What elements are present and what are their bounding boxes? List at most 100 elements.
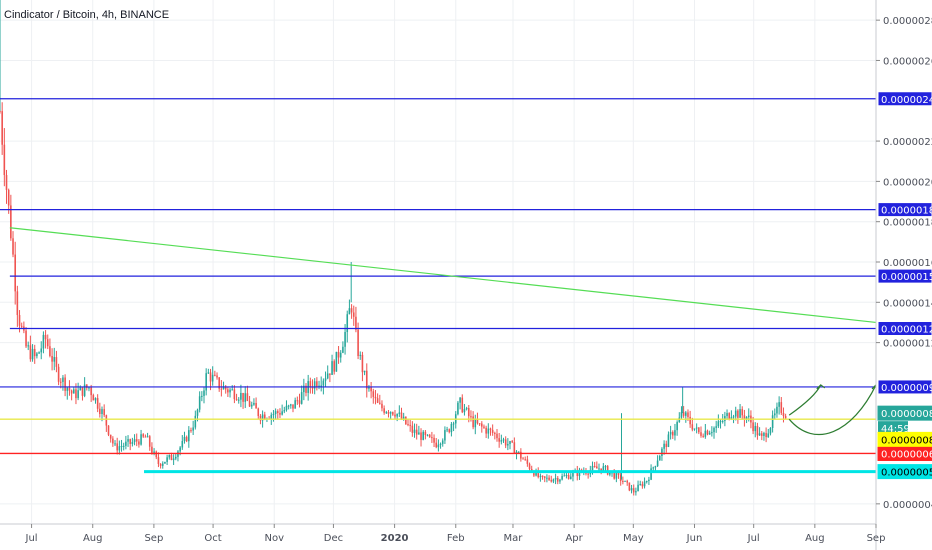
candle-body bbox=[470, 416, 472, 418]
candle-body bbox=[31, 348, 34, 360]
candle-body bbox=[116, 443, 118, 451]
candle-body bbox=[691, 424, 694, 430]
candle-body bbox=[747, 415, 750, 417]
candle-body bbox=[565, 474, 568, 476]
candle-body bbox=[663, 443, 665, 449]
candle-body bbox=[337, 351, 340, 358]
candle-body bbox=[40, 348, 43, 353]
candle-body bbox=[639, 484, 642, 486]
candle-body bbox=[10, 205, 12, 239]
candle-body bbox=[172, 458, 175, 461]
candle-body bbox=[654, 466, 657, 468]
candle-body bbox=[415, 429, 418, 435]
y-tick-label: 0.00000280 bbox=[883, 16, 932, 27]
candle-body bbox=[426, 434, 429, 436]
candle-body bbox=[68, 387, 71, 391]
candle-body bbox=[517, 451, 520, 453]
candle-body bbox=[99, 408, 101, 414]
candle-body bbox=[502, 439, 505, 441]
candle-body bbox=[96, 398, 99, 409]
candle-body bbox=[142, 434, 145, 437]
candle-body bbox=[203, 390, 205, 396]
candle-body bbox=[290, 404, 292, 406]
candle-body bbox=[648, 479, 650, 481]
candle-body bbox=[59, 381, 62, 383]
candle-body bbox=[771, 415, 774, 428]
candle-body bbox=[190, 430, 192, 432]
candle-body bbox=[622, 481, 624, 483]
candle-body bbox=[303, 385, 305, 393]
level-price-tag-bg bbox=[877, 268, 932, 284]
candle-body bbox=[717, 421, 720, 427]
candle-body bbox=[300, 392, 303, 404]
candle-body bbox=[695, 427, 698, 429]
candle-body bbox=[237, 399, 240, 401]
candle-body bbox=[170, 455, 173, 461]
candle-body bbox=[224, 386, 227, 390]
support-price-tag-bg bbox=[877, 464, 932, 480]
candle-body bbox=[355, 316, 357, 330]
candle-body bbox=[101, 409, 103, 414]
candle-body bbox=[259, 416, 262, 421]
candle-body bbox=[305, 385, 307, 393]
candle-body bbox=[0, 110, 1, 112]
candle-body bbox=[211, 374, 214, 382]
candle-body bbox=[72, 389, 75, 394]
candle-body bbox=[276, 411, 279, 413]
candle-body bbox=[713, 427, 715, 433]
candle-body bbox=[418, 432, 420, 435]
candle-body bbox=[120, 446, 123, 448]
candle-body bbox=[368, 386, 370, 389]
candle-body bbox=[318, 385, 320, 387]
candle-body bbox=[435, 442, 438, 448]
x-tick-label: Jun bbox=[686, 533, 703, 544]
candle-body bbox=[778, 402, 780, 407]
candle-body bbox=[129, 439, 132, 444]
candle-body bbox=[513, 442, 516, 454]
candle-body bbox=[344, 332, 346, 347]
candle-body bbox=[650, 468, 652, 480]
candle-body bbox=[138, 441, 140, 445]
candle-body bbox=[166, 457, 168, 462]
candle-body bbox=[567, 474, 570, 479]
candle-body bbox=[463, 409, 466, 413]
candle-body bbox=[144, 436, 147, 438]
candle-body bbox=[591, 465, 594, 471]
candle-body bbox=[342, 346, 344, 353]
candle-body bbox=[515, 451, 518, 454]
candle-body bbox=[88, 387, 90, 389]
candle-body bbox=[227, 389, 229, 393]
candle-body bbox=[326, 373, 329, 379]
candle-body bbox=[543, 476, 546, 478]
candle-body bbox=[70, 390, 73, 394]
candle-body bbox=[756, 425, 759, 436]
candle-body bbox=[704, 430, 707, 437]
candle-body bbox=[439, 443, 442, 445]
candle-body bbox=[335, 351, 338, 372]
candle-body bbox=[767, 433, 770, 438]
candle-body bbox=[235, 399, 238, 401]
candle-body bbox=[491, 429, 494, 433]
candle-body bbox=[702, 435, 704, 437]
level-price-tag: 0.00000127 bbox=[881, 325, 932, 336]
candle-body bbox=[765, 432, 767, 438]
candle-body bbox=[645, 480, 648, 482]
candle-body bbox=[520, 451, 522, 459]
candle-body bbox=[159, 463, 162, 466]
candle-body bbox=[760, 433, 763, 436]
candle-body bbox=[346, 314, 349, 333]
candle-body bbox=[784, 416, 787, 419]
candle-body bbox=[596, 466, 598, 469]
candle-body bbox=[550, 479, 553, 482]
candle-body bbox=[385, 412, 388, 414]
candle-body bbox=[55, 357, 58, 367]
candle-body bbox=[467, 408, 470, 417]
candle-body bbox=[109, 434, 112, 439]
candle-body bbox=[504, 439, 507, 446]
candle-body bbox=[263, 414, 266, 420]
x-tick-label: Jul bbox=[25, 533, 38, 544]
candle-body bbox=[20, 325, 23, 327]
candle-body bbox=[250, 404, 253, 407]
candle-body bbox=[444, 430, 446, 441]
